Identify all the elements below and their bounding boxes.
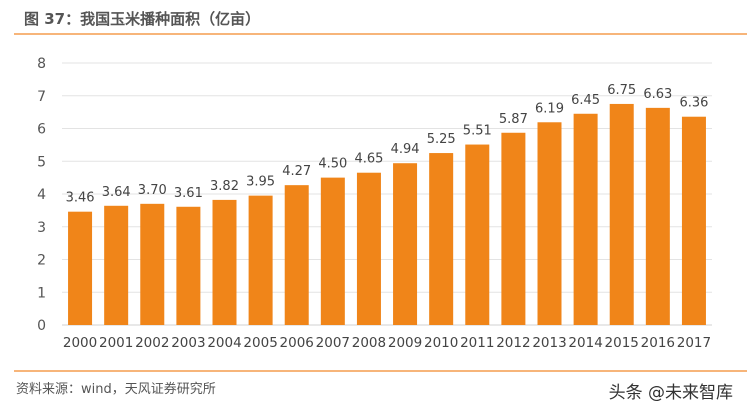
- y-tick-label: 0: [37, 318, 46, 334]
- x-tick-label: 2005: [243, 335, 277, 351]
- data-label: 6.45: [571, 93, 600, 108]
- x-tick-label: 2009: [388, 335, 422, 351]
- x-tick-label: 2012: [496, 335, 530, 351]
- chart-title: 图 37：我国玉米播种面积（亿亩）: [24, 10, 261, 28]
- x-tick-label: 2017: [677, 335, 711, 351]
- x-tick-label: 2011: [460, 335, 494, 351]
- y-tick-label: 1: [37, 285, 46, 301]
- watermark: 头条 @未来智库: [608, 383, 733, 403]
- y-tick-label: 8: [37, 56, 46, 72]
- data-label: 3.64: [102, 185, 131, 200]
- y-tick-label: 5: [37, 154, 46, 170]
- bar-2006: [284, 185, 309, 325]
- x-tick-label: 2006: [280, 335, 314, 351]
- bar-2011: [465, 144, 490, 325]
- bar-2001: [104, 205, 129, 325]
- bar-2016: [645, 107, 670, 326]
- x-tick-label: 2015: [605, 335, 639, 351]
- data-label: 5.87: [499, 112, 528, 127]
- source-note: 资料来源：wind，天风证券研究所: [16, 382, 216, 397]
- data-label: 4.27: [282, 164, 311, 179]
- bar-2015: [609, 103, 634, 325]
- x-tick-label: 2008: [352, 335, 386, 351]
- x-tick-label: 2002: [135, 335, 169, 351]
- data-label: 5.25: [427, 132, 456, 147]
- data-label: 6.36: [679, 96, 708, 111]
- x-tick-label: 2013: [532, 335, 566, 351]
- data-label: 5.51: [463, 124, 492, 139]
- x-tick-label: 2004: [207, 335, 241, 351]
- x-tick-label: 2003: [171, 335, 205, 351]
- bar-2010: [429, 153, 454, 325]
- data-label: 4.50: [318, 157, 347, 172]
- x-tick-label: 2001: [99, 335, 133, 351]
- bar-2005: [248, 195, 273, 325]
- bar-2017: [681, 116, 706, 326]
- bar-2013: [537, 122, 562, 325]
- y-tick-label: 4: [37, 187, 46, 203]
- footer-divider: [14, 370, 747, 372]
- x-tick-label: 2016: [641, 335, 675, 351]
- data-label: 3.46: [66, 191, 95, 206]
- x-tick-label: 2007: [316, 335, 350, 351]
- bar-2012: [501, 132, 526, 325]
- data-label: 6.63: [643, 87, 672, 102]
- bar-2000: [68, 211, 93, 325]
- data-label: 3.70: [138, 183, 167, 198]
- y-tick-label: 2: [37, 253, 46, 269]
- data-label: 3.82: [210, 179, 239, 194]
- y-tick-label: 3: [37, 220, 46, 236]
- data-label: 3.61: [174, 186, 203, 201]
- bar-2009: [393, 163, 418, 325]
- bar-2003: [176, 206, 201, 325]
- data-label: 6.19: [535, 101, 564, 116]
- x-tick-label: 2000: [63, 335, 97, 351]
- x-tick-label: 2014: [568, 335, 602, 351]
- bar-2004: [212, 199, 237, 325]
- y-tick-label: 6: [37, 122, 46, 138]
- bar-2002: [140, 203, 165, 325]
- data-label: 6.75: [607, 83, 636, 98]
- x-tick-label: 2010: [424, 335, 458, 351]
- data-label: 4.65: [354, 152, 383, 167]
- bar-2008: [356, 172, 381, 325]
- title-divider: [14, 33, 747, 35]
- bar-2007: [320, 177, 345, 325]
- y-tick-label: 7: [37, 89, 46, 105]
- bar-chart: 0 1 2 3 4 5 6 7 8 3.46 2000 3.64 2001 3.70 2002 3.61 200…: [37, 56, 712, 351]
- data-label: 3.95: [246, 175, 275, 190]
- bar-2014: [573, 113, 598, 325]
- data-label: 4.94: [391, 142, 420, 157]
